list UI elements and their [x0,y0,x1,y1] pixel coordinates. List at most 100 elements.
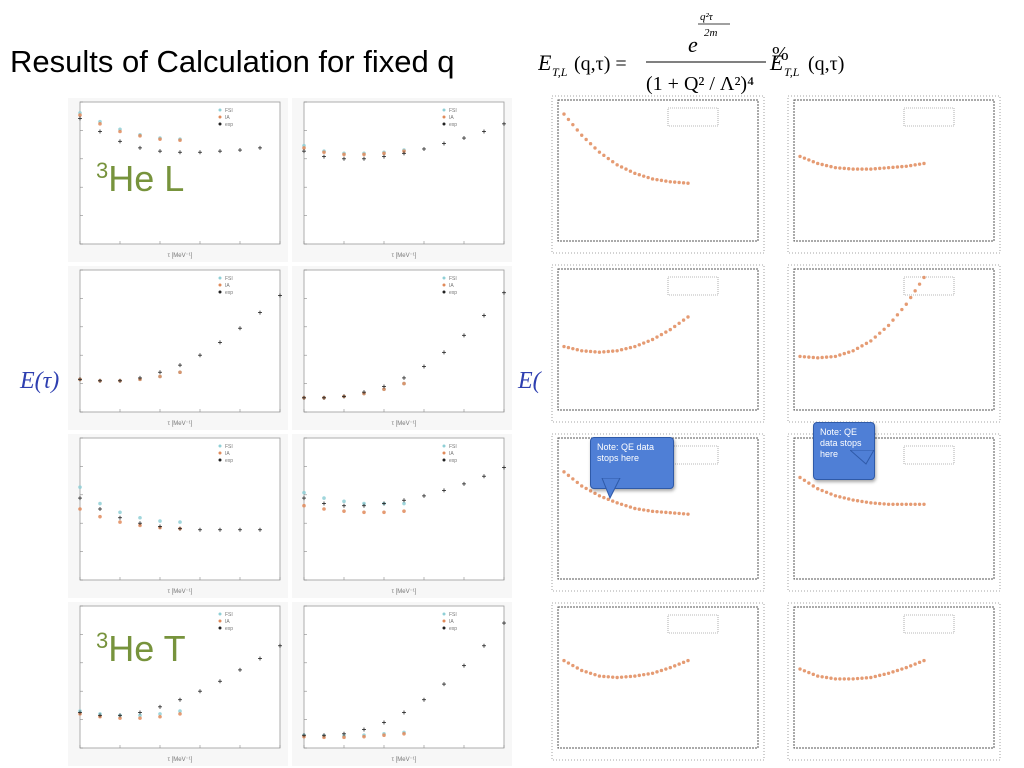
legend-marker [442,283,446,287]
ia-point [362,510,366,515]
formula-lhs-args: (q,τ) = [574,53,627,75]
curve-point [655,670,659,674]
curve-point [869,339,873,343]
ia-point [98,514,102,519]
curve-point [820,162,824,167]
curve-point [580,484,584,488]
curve-point [798,354,802,359]
legend-marker [442,290,446,294]
curve-point [597,494,602,498]
legend-label: IA [449,283,454,289]
panel-noise-frame [787,602,1001,761]
legend-marker [218,444,222,448]
curve-point [650,671,655,675]
curve-point [842,677,846,681]
legend-box [903,276,955,296]
right-panel-3-0 [551,602,765,761]
curve-point [802,669,807,673]
curve-point [909,163,913,168]
curve-point [878,501,882,506]
curve-point [681,318,686,322]
curve-point [860,167,864,171]
ia-point [138,134,142,138]
legend-marker [218,108,222,112]
curve-point [869,167,873,171]
curve-point [562,112,566,116]
curve-point [588,489,593,493]
right-plot-grid [551,95,1001,761]
curve-point [816,487,820,491]
curve-point [584,137,588,142]
curve-point [611,159,615,164]
curve-point [664,510,668,515]
panel-noise-frame [551,433,765,592]
curve-point [624,167,628,171]
curve-point [571,346,575,351]
curve-point [855,346,860,351]
legend-marker [442,115,446,119]
panel-frame [557,268,759,411]
curve-point [833,165,838,170]
curve-point [904,164,908,168]
curve-point [624,675,628,679]
legend-marker [218,290,222,294]
curve-point [873,335,877,339]
curve-point [878,331,882,335]
curve-point [580,668,584,673]
legend-marker [442,276,446,280]
curve-point [820,355,824,360]
panel-frame [557,606,759,749]
ia-point [382,733,386,738]
curve-point [642,341,646,345]
curve-point [864,676,869,680]
curve-point [882,502,886,506]
legend-label: FSI [449,108,457,114]
he-t-text: He T [108,628,186,669]
panel-noise-frame [551,95,765,254]
legend-marker [218,276,222,280]
curve-point [611,349,615,353]
curve-point [811,672,815,677]
curve-point [820,488,824,493]
curve-point [842,351,846,356]
he-l-label: 3He L [96,158,184,200]
curve-point [677,662,681,666]
curve-point [650,509,655,514]
curve-point [628,674,633,679]
curve-point [646,672,650,676]
curve-point [922,275,926,280]
curve-point [904,665,908,670]
curve-point [851,498,855,502]
panel-frame [793,268,995,411]
curve-point [917,660,922,665]
legend-marker [442,108,446,112]
curve-point [606,497,610,502]
curve-point [904,302,908,306]
ia-point [322,150,326,155]
curve-point [673,324,677,329]
curve-point [913,289,917,293]
curve-point [816,674,820,678]
formula-denominator: (1 + Q² / Λ²)⁴ [646,73,754,95]
curve-point [833,494,838,498]
legend-marker [442,451,446,455]
formula-lhs: E [538,50,552,75]
legend-box [667,276,719,296]
fsi-point [402,501,406,506]
curve-point [642,508,646,512]
legend-marker [218,283,222,287]
fsi-point [178,520,182,524]
legend-marker [218,451,222,455]
curve-point [909,502,913,506]
formula-lhs-sub: T,L [552,65,568,79]
curve-point [588,142,593,146]
curve-point [869,501,873,505]
curve-point [917,282,922,286]
panel-frame [303,101,505,245]
curve-point [829,355,833,359]
curve-point [575,666,579,670]
curve-point [677,321,681,325]
legend-label: exp [225,458,233,464]
curve-point [904,502,908,506]
